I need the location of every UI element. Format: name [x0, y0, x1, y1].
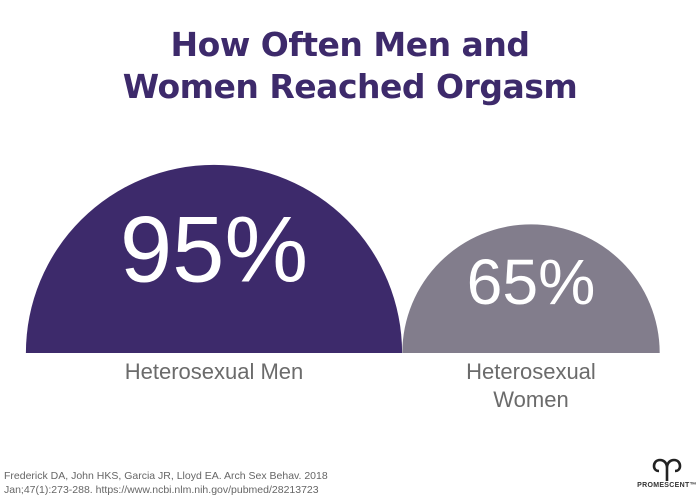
value-label: 95%: [120, 197, 308, 302]
category-label: Heterosexual Men: [124, 359, 304, 384]
chart-title: How Often Men and Women Reached Orgasm: [122, 25, 578, 106]
category-label: Heterosexual Women: [466, 359, 596, 412]
source-note: Frederick DA, John HKS, Garcia JR, Lloyd…: [4, 470, 328, 496]
semicircle: [25, 164, 403, 353]
brand-logo: PROMESCENT™: [636, 458, 698, 489]
brand-text: PROMESCENT™: [637, 482, 697, 489]
value-label: 65%: [467, 246, 596, 318]
brand-icon: [652, 458, 682, 481]
semicircle: [402, 224, 660, 353]
